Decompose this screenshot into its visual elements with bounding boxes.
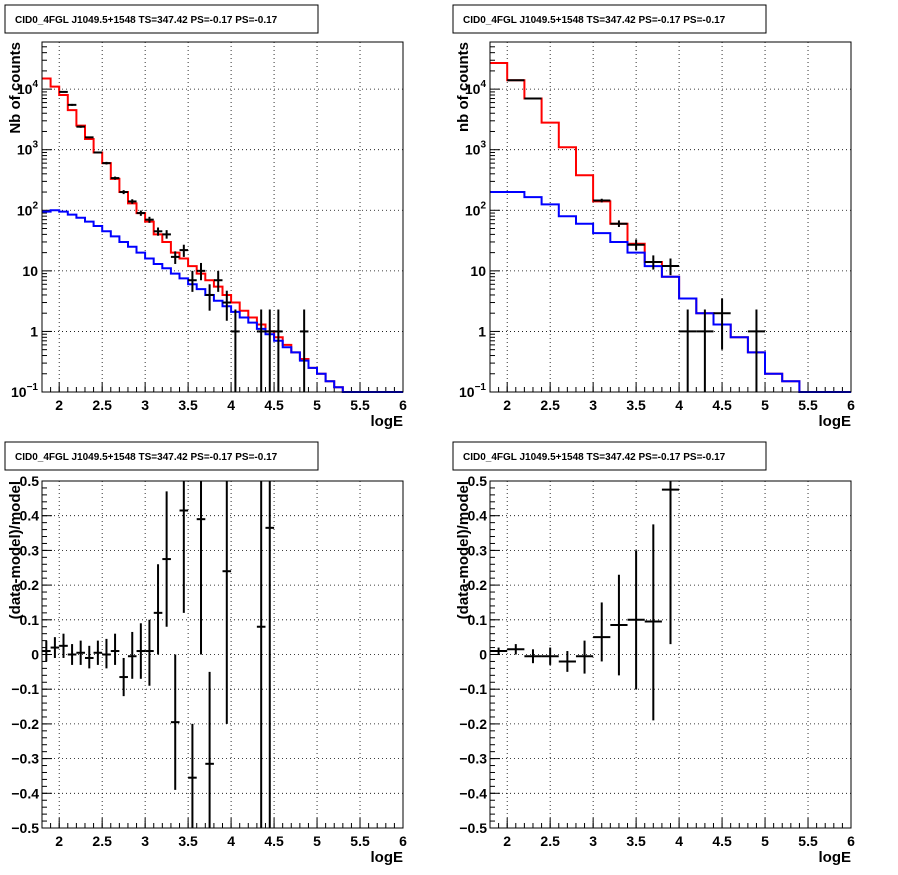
x-tick-label: 6 — [399, 833, 407, 849]
y-axis-label: (data-model)/model — [7, 481, 24, 619]
x-tick-label: 3 — [589, 833, 597, 849]
x-tick-label: 3.5 — [178, 833, 198, 849]
y-tick-label: −0.2 — [459, 716, 487, 732]
x-tick-label: 5 — [313, 397, 321, 413]
x-axis-label: logE — [371, 413, 404, 430]
y-axis-label: Nb of counts — [7, 42, 24, 134]
x-tick-label: 2.5 — [540, 833, 560, 849]
x-tick-label: 4.5 — [712, 397, 732, 413]
y-tick-label: 10−1 — [11, 382, 38, 400]
y-tick-label: 10 — [470, 263, 486, 279]
x-tick-label: 5.5 — [350, 397, 370, 413]
x-tick-label: 5 — [761, 833, 769, 849]
y-tick-label: −0.4 — [11, 785, 39, 801]
y-tick-label: −0.1 — [11, 681, 39, 697]
x-tick-label: 2.5 — [92, 397, 112, 413]
x-tick-label: 4.5 — [264, 833, 284, 849]
x-tick-label: 5.5 — [350, 833, 370, 849]
panel-title-box — [4, 441, 319, 471]
panel-title-box — [4, 4, 319, 34]
x-tick-label: 6 — [847, 397, 855, 413]
source-model-line — [42, 209, 403, 393]
y-tick-label: 0.1 — [468, 612, 488, 628]
panel-title: CID0_4FGL J1049.5+1548 TS=347.42 PS=-0.1… — [463, 15, 726, 26]
y-tick-label: 104 — [465, 79, 487, 97]
y-tick-label: 0.3 — [20, 542, 40, 558]
x-axis-label: logE — [371, 849, 404, 866]
x-tick-label: 3.5 — [178, 397, 198, 413]
x-tick-label: 4 — [675, 397, 683, 413]
x-tick-label: 2 — [503, 397, 511, 413]
plot-frame — [41, 41, 404, 393]
y-tick-label: 0.5 — [468, 473, 488, 489]
counts-panel-left: CID0_4FGL J1049.5+1548 TS=347.42 PS=-0.1… — [4, 4, 407, 430]
y-tick-label: 0 — [31, 647, 39, 663]
y-tick-label: 1 — [30, 323, 38, 339]
x-tick-label: 3.5 — [626, 833, 646, 849]
residuals-panel-right: CID0_4FGL J1049.5+1548 TS=347.42 PS=-0.1… — [452, 441, 855, 866]
counts-panel-right: CID0_4FGL J1049.5+1548 TS=347.42 PS=-0.1… — [452, 4, 855, 430]
y-tick-label: −0.2 — [11, 716, 39, 732]
plot-frame — [489, 41, 852, 393]
x-tick-label: 6 — [847, 833, 855, 849]
y-tick-label: 10−1 — [459, 382, 486, 400]
x-tick-label: 5 — [313, 833, 321, 849]
total-model-line — [42, 77, 403, 393]
y-axis-label: nb of counts — [455, 42, 472, 132]
y-tick-label: −0.4 — [459, 785, 487, 801]
x-tick-label: 5.5 — [798, 397, 818, 413]
panel-title: CID0_4FGL J1049.5+1548 TS=347.42 PS=-0.1… — [463, 452, 726, 463]
x-tick-label: 3 — [589, 397, 597, 413]
y-tick-label: 0.5 — [20, 473, 40, 489]
plot-frame — [41, 480, 404, 829]
x-axis-label: logE — [819, 413, 852, 430]
y-tick-label: 102 — [17, 200, 39, 218]
panel-title: CID0_4FGL J1049.5+1548 TS=347.42 PS=-0.1… — [15, 15, 278, 26]
x-tick-label: 2 — [55, 397, 63, 413]
y-tick-label: 0.3 — [468, 542, 488, 558]
x-tick-label: 2.5 — [540, 397, 560, 413]
y-tick-label: 0.2 — [20, 577, 40, 593]
y-tick-label: 0.4 — [468, 508, 488, 524]
y-tick-label: −0.1 — [459, 681, 487, 697]
x-tick-label: 5.5 — [798, 833, 818, 849]
y-tick-label: 103 — [17, 140, 39, 158]
y-tick-label: 0.1 — [20, 612, 40, 628]
y-tick-label: 0.2 — [468, 577, 488, 593]
y-tick-label: 102 — [465, 200, 487, 218]
total-model-line — [490, 62, 851, 393]
panel-title-box — [452, 441, 767, 471]
x-tick-label: 3.5 — [626, 397, 646, 413]
x-axis-label: logE — [819, 849, 852, 866]
y-tick-label: 103 — [465, 140, 487, 158]
x-tick-label: 2.5 — [92, 833, 112, 849]
y-tick-label: −0.3 — [459, 751, 487, 767]
x-tick-label: 4 — [227, 397, 235, 413]
y-tick-label: 10 — [22, 263, 38, 279]
source-model-line — [490, 191, 851, 393]
panel-title: CID0_4FGL J1049.5+1548 TS=347.42 PS=-0.1… — [15, 452, 278, 463]
y-tick-label: −0.5 — [11, 820, 39, 836]
y-tick-label: 104 — [17, 79, 39, 97]
y-tick-label: −0.3 — [11, 751, 39, 767]
x-tick-label: 3 — [141, 397, 149, 413]
x-tick-label: 4 — [675, 833, 683, 849]
y-tick-label: 0 — [479, 647, 487, 663]
residuals-panel-left: CID0_4FGL J1049.5+1548 TS=347.42 PS=-0.1… — [4, 441, 407, 866]
y-tick-label: 0.4 — [20, 508, 40, 524]
x-tick-label: 3 — [141, 833, 149, 849]
x-tick-label: 4.5 — [712, 833, 732, 849]
y-tick-label: 1 — [478, 323, 486, 339]
x-tick-label: 2 — [503, 833, 511, 849]
x-tick-label: 5 — [761, 397, 769, 413]
y-axis-label: (data-model)/model — [455, 481, 472, 619]
y-tick-label: −0.5 — [459, 820, 487, 836]
x-tick-label: 2 — [55, 833, 63, 849]
x-tick-label: 4 — [227, 833, 235, 849]
panel-title-box — [452, 4, 767, 34]
x-tick-label: 6 — [399, 397, 407, 413]
x-tick-label: 4.5 — [264, 397, 284, 413]
plot-frame — [489, 480, 852, 829]
